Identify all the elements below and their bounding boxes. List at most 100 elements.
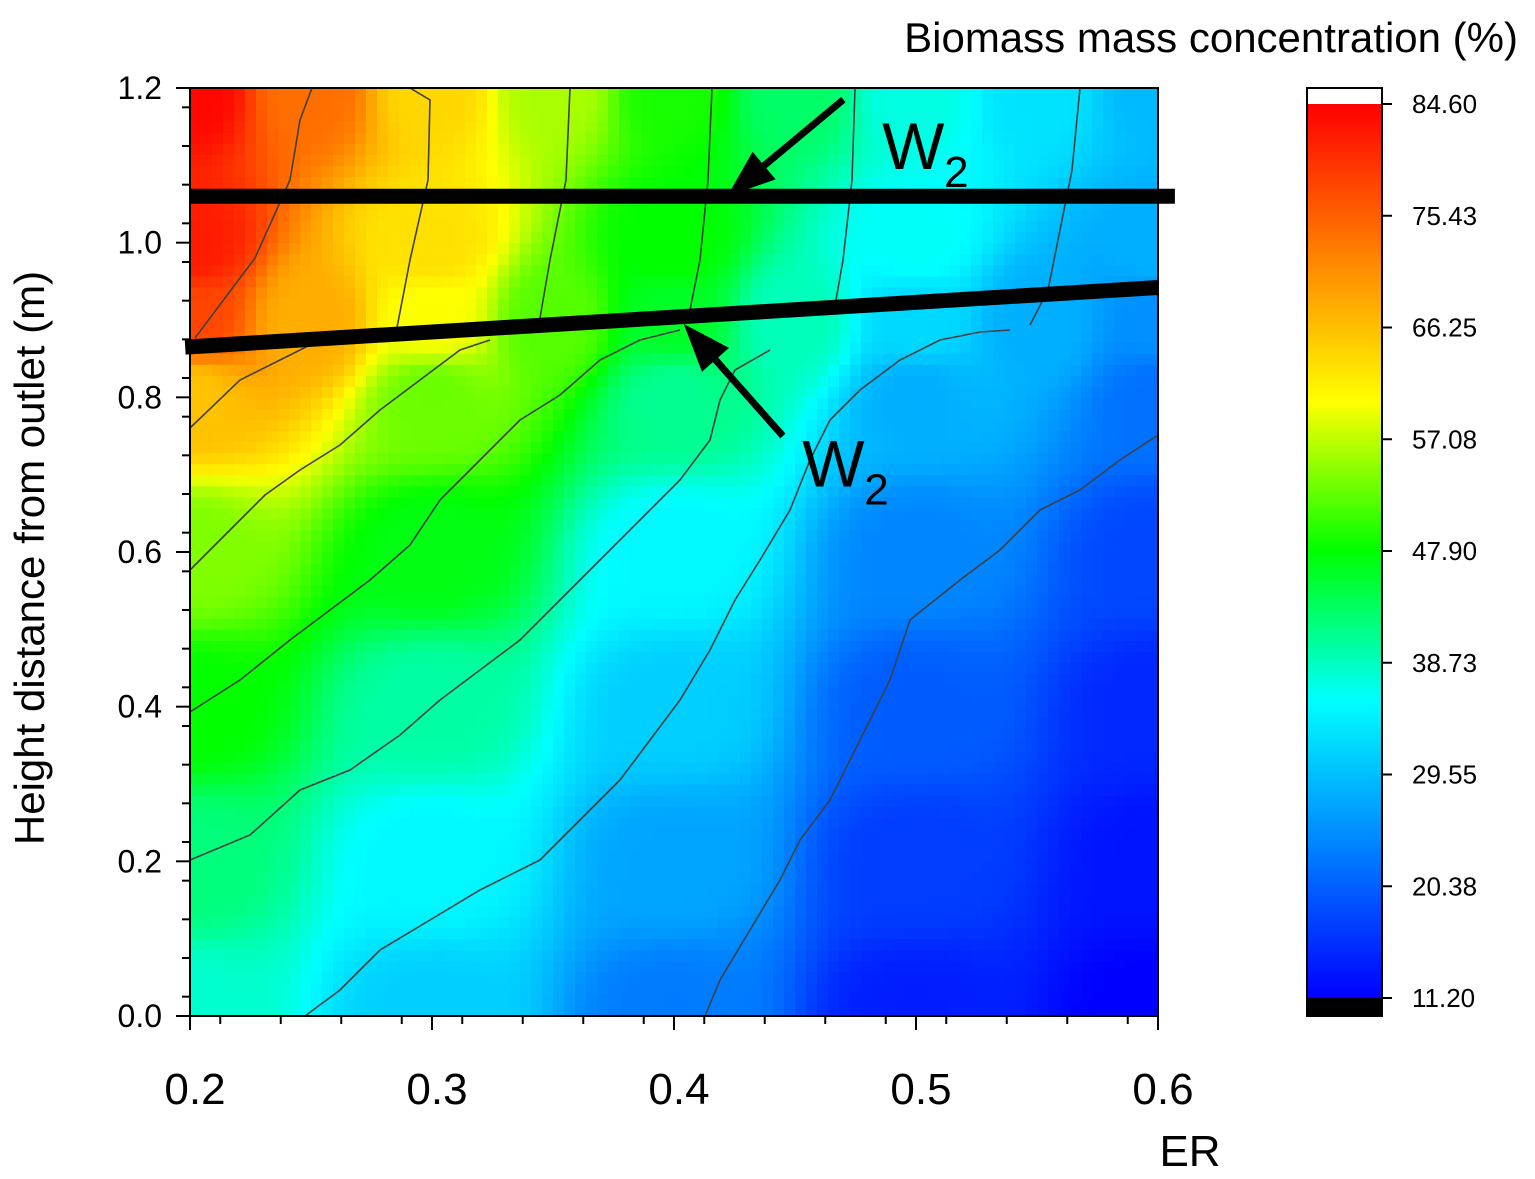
- heatmap-cell: [597, 938, 609, 951]
- heatmap-cell: [586, 110, 598, 122]
- heatmap-cell: [388, 154, 400, 166]
- heatmap-cell: [278, 552, 290, 564]
- heatmap-cell: [278, 264, 290, 277]
- heatmap-cell: [399, 1004, 411, 1016]
- heatmap-cell: [278, 662, 290, 675]
- heatmap-cell: [476, 496, 488, 509]
- heatmap-cell: [641, 154, 653, 166]
- heatmap-cell: [278, 817, 290, 829]
- heatmap-cell: [817, 706, 829, 719]
- heatmap-cell: [256, 430, 268, 443]
- heatmap-cell: [839, 938, 851, 951]
- heatmap-cell: [311, 518, 323, 531]
- heatmap-cell: [531, 297, 543, 310]
- heatmap-cell: [278, 563, 290, 575]
- heatmap-cell: [421, 408, 433, 421]
- heatmap-cell: [278, 297, 290, 310]
- heatmap-cell: [597, 684, 609, 697]
- heatmap-cell: [454, 518, 466, 531]
- heatmap-cell: [388, 850, 400, 862]
- heatmap-cell: [476, 430, 488, 443]
- heatmap-cell: [806, 110, 818, 122]
- heatmap-cell: [201, 485, 213, 498]
- heatmap-cell: [597, 132, 609, 144]
- heatmap-cell: [410, 971, 422, 984]
- heatmap-cell: [289, 364, 301, 376]
- heatmap-cell: [355, 839, 367, 851]
- heatmap-cell: [377, 806, 389, 818]
- heatmap-cell: [311, 596, 323, 608]
- heatmap-cell: [421, 905, 433, 918]
- heatmap-cell: [564, 883, 576, 896]
- heatmap-cell: [190, 375, 202, 387]
- heatmap-cell: [410, 949, 422, 962]
- heatmap-cell: [685, 165, 697, 177]
- heatmap-cell: [311, 397, 323, 409]
- heatmap-cell: [762, 817, 774, 829]
- heatmap-cell: [377, 529, 389, 542]
- heatmap-cell: [751, 430, 763, 443]
- heatmap-cell: [212, 286, 224, 299]
- heatmap-cell: [784, 364, 796, 376]
- heatmap-cell: [410, 596, 422, 608]
- heatmap-cell: [608, 839, 620, 851]
- heatmap-cell: [190, 629, 202, 641]
- heatmap-cell: [542, 408, 554, 421]
- heatmap-cell: [553, 684, 565, 697]
- heatmap-cell: [256, 739, 268, 752]
- heatmap-cell: [828, 695, 840, 708]
- heatmap-cell: [454, 496, 466, 509]
- heatmap-cell: [575, 441, 587, 454]
- heatmap-cell: [806, 982, 818, 995]
- heatmap-cell: [652, 596, 664, 608]
- heatmap-cell: [608, 220, 620, 233]
- heatmap-cell: [619, 1004, 631, 1016]
- heatmap-cell: [575, 209, 587, 222]
- heatmap-cell: [311, 297, 323, 310]
- heatmap-cell: [641, 706, 653, 719]
- heatmap-cell: [630, 264, 642, 277]
- heatmap-cell: [289, 960, 301, 973]
- heatmap-cell: [245, 253, 257, 266]
- heatmap-cell: [707, 772, 719, 785]
- heatmap-cell: [454, 761, 466, 774]
- heatmap-cell: [443, 618, 455, 630]
- heatmap-cell: [663, 883, 675, 896]
- heatmap-cell: [421, 552, 433, 564]
- heatmap-cell: [267, 176, 279, 189]
- heatmap-cell: [377, 607, 389, 619]
- heatmap-cell: [487, 121, 499, 133]
- heatmap-cell: [355, 474, 367, 487]
- heatmap-cell: [718, 529, 730, 542]
- heatmap-cell: [674, 684, 686, 697]
- heatmap-cell: [465, 452, 477, 465]
- heatmap-cell: [278, 739, 290, 752]
- heatmap-cell: [278, 430, 290, 443]
- heatmap-cell: [201, 927, 213, 940]
- heatmap-cell: [300, 596, 312, 608]
- heatmap-cell: [663, 585, 675, 597]
- heatmap-cell: [575, 706, 587, 719]
- heatmap-cell: [696, 927, 708, 940]
- heatmap-cell: [564, 717, 576, 730]
- heatmap-cell: [751, 982, 763, 995]
- heatmap-cell: [388, 419, 400, 432]
- heatmap-cell: [762, 463, 774, 476]
- heatmap-cell: [828, 772, 840, 785]
- heatmap-cell: [630, 386, 642, 398]
- heatmap-cell: [817, 154, 829, 166]
- heatmap-cell: [201, 264, 213, 277]
- heatmap-cell: [542, 640, 554, 653]
- heatmap-cell: [344, 673, 356, 686]
- heatmap-cell: [729, 99, 741, 111]
- heatmap-cell: [586, 408, 598, 421]
- heatmap-cell: [740, 894, 752, 907]
- heatmap-cell: [399, 552, 411, 564]
- heatmap-cell: [300, 485, 312, 498]
- heatmap-cell: [278, 993, 290, 1006]
- heatmap-cell: [399, 121, 411, 133]
- heatmap-cell: [267, 872, 279, 885]
- heatmap-cell: [839, 905, 851, 918]
- heatmap-cell: [399, 938, 411, 951]
- heatmap-cell: [201, 353, 213, 365]
